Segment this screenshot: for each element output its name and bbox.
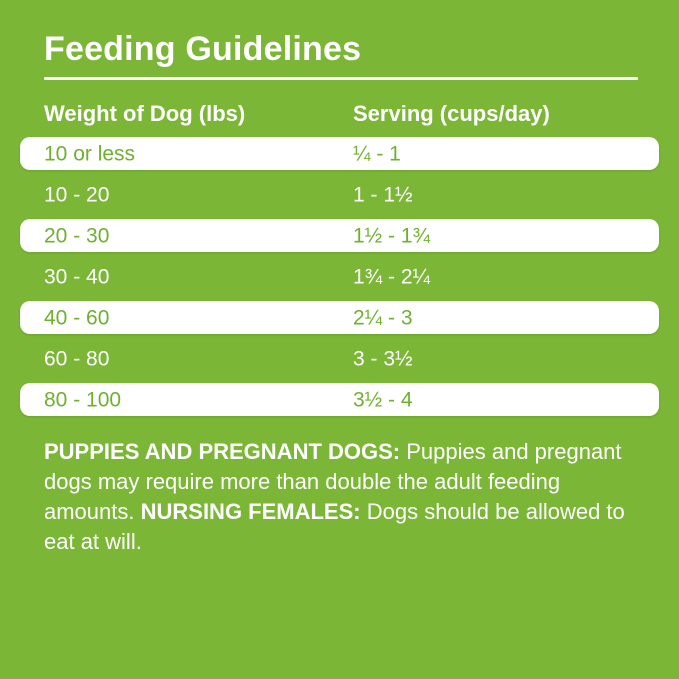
serving-column-header: Serving (cups/day) bbox=[353, 101, 550, 126]
row-background bbox=[20, 301, 659, 334]
nursing-females-label: NURSING FEMALES: bbox=[140, 499, 361, 524]
table-row: 10 - 20 1 - 1½ bbox=[0, 174, 679, 215]
puppies-pregnant-text: Puppies and pregnant dogs may require mo… bbox=[44, 439, 622, 524]
table-row: 10 or less ¼ - 1 bbox=[0, 133, 679, 174]
row-background bbox=[20, 219, 659, 252]
table-row: 30 - 40 1¾ - 2¼ bbox=[0, 256, 679, 297]
table-row: 60 - 80 3 - 3½ bbox=[0, 338, 679, 379]
serving-cell: 3 - 3½ bbox=[353, 347, 413, 370]
weight-column-header: Weight of Dog (lbs) bbox=[44, 101, 246, 126]
serving-cell: 1¾ - 2¼ bbox=[353, 265, 431, 288]
serving-cell: 2¼ - 3 bbox=[353, 306, 413, 329]
serving-cell: 1½ - 1¾ bbox=[353, 224, 431, 247]
serving-cell: 3½ - 4 bbox=[353, 388, 413, 411]
weight-cell: 60 - 80 bbox=[44, 347, 110, 370]
weight-cell: 10 - 20 bbox=[44, 183, 110, 206]
weight-cell: 40 - 60 bbox=[44, 306, 110, 329]
weight-cell: 20 - 30 bbox=[44, 224, 110, 247]
weight-cell: 10 or less bbox=[44, 142, 136, 165]
puppies-pregnant-label: PUPPIES AND PREGNANT DOGS: bbox=[44, 439, 401, 464]
table-header-row: Weight of Dog (lbs) Serving (cups/day) bbox=[0, 102, 679, 126]
row-background bbox=[20, 137, 659, 170]
serving-cell: ¼ - 1 bbox=[353, 142, 401, 165]
feeding-table: 10 or less ¼ - 1 10 - 20 1 - 1½ 20 - 30 … bbox=[0, 133, 679, 420]
row-background bbox=[20, 383, 659, 416]
nursing-females-text: Dogs should be allowed to eat at will. bbox=[44, 499, 625, 554]
table-row: 20 - 30 1½ - 1¾ bbox=[0, 215, 679, 256]
weight-cell: 80 - 100 bbox=[44, 388, 122, 411]
feeding-notes: PUPPIES AND PREGNANT DOGS: Puppies and p… bbox=[44, 437, 642, 557]
title-divider bbox=[44, 77, 638, 80]
table-row: 80 - 100 3½ - 4 bbox=[0, 379, 679, 420]
weight-cell: 30 - 40 bbox=[44, 265, 110, 288]
page-title: Feeding Guidelines bbox=[44, 30, 362, 68]
serving-cell: 1 - 1½ bbox=[353, 183, 413, 206]
table-row: 40 - 60 2¼ - 3 bbox=[0, 297, 679, 338]
